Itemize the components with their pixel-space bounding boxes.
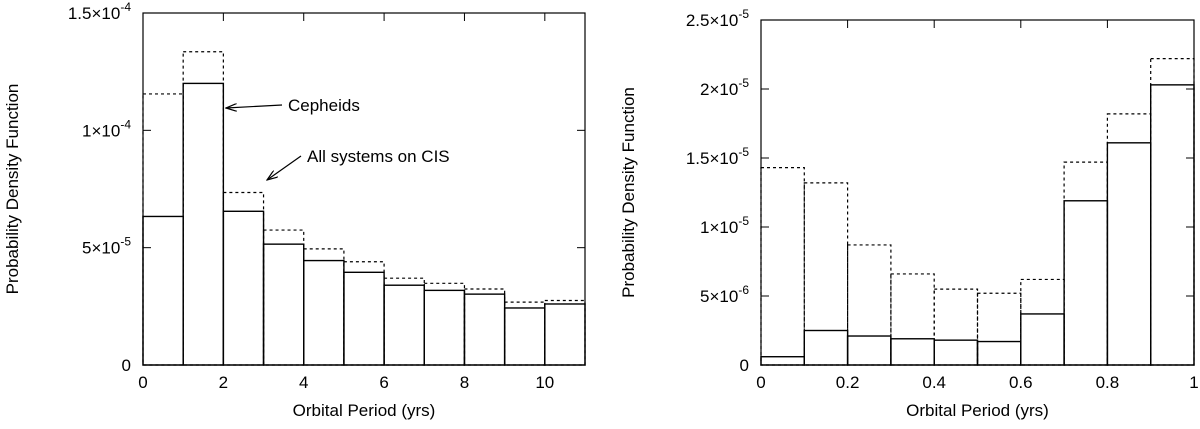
histogram-bar xyxy=(933,288,979,366)
histogram-bar xyxy=(1063,200,1109,366)
x-tick-label: 1 xyxy=(1189,373,1198,392)
y-tick-label: 1.5×10-4 xyxy=(68,0,131,23)
histogram-bar xyxy=(760,167,805,366)
histogram-bar xyxy=(303,259,345,366)
histogram-bar xyxy=(504,301,546,366)
y-tick-label: 5×10-6 xyxy=(700,283,749,306)
histogram-bar xyxy=(303,248,345,366)
histogram-bar xyxy=(222,191,265,366)
histogram-bar xyxy=(383,284,425,366)
histogram-bar xyxy=(222,210,265,366)
histogram-bar xyxy=(933,339,979,366)
annotation-label: Cepheids xyxy=(288,96,360,115)
y-tick-label: 5×10-5 xyxy=(82,235,131,258)
histogram-bar xyxy=(1150,58,1195,366)
histogram-bar xyxy=(846,244,892,366)
histogram-bar xyxy=(503,307,546,366)
histogram-bar xyxy=(846,335,892,366)
histogram-bar xyxy=(1063,161,1108,366)
y-tick-label: 1.5×10-5 xyxy=(686,145,749,168)
x-tick-label: 0.2 xyxy=(836,373,860,392)
annotation-arrow xyxy=(267,155,302,180)
x-axis-label: Orbital Period (yrs) xyxy=(293,401,436,420)
y-tick-label: 1×10-4 xyxy=(82,117,131,140)
y-axis-label: Probability Density Function xyxy=(3,84,22,295)
series-all-systems-on-cis xyxy=(760,58,1195,366)
y-tick-label: 0 xyxy=(740,356,749,375)
histogram-bar xyxy=(463,293,506,366)
x-tick-label: 0.6 xyxy=(1009,373,1033,392)
histogram-bar xyxy=(1106,113,1152,366)
x-tick-label: 4 xyxy=(299,373,308,392)
histogram-bar xyxy=(976,292,1022,366)
histogram-bar xyxy=(1020,313,1065,366)
y-tick-label: 2×10-5 xyxy=(700,76,749,99)
x-tick-label: 0 xyxy=(756,373,765,392)
x-tick-label: 0.4 xyxy=(922,373,946,392)
right-histogram-panel: 0 0.2 0.4 0.6 0.8 1 0 5×10-6 1×10-5 1.5×10-5 2×10-… xyxy=(619,7,1199,420)
histogram-bar xyxy=(890,338,935,366)
y-axis-label: Probability Density Function xyxy=(619,87,638,298)
left-histogram-panel: 0 2 4 6 8 10 0 5×10-5 1×10-4 1.5×10-4 Orbital Peri… xyxy=(3,0,586,420)
histogram-bar xyxy=(803,182,849,366)
x-tick-label: 8 xyxy=(460,373,469,392)
histogram-bar xyxy=(142,93,184,366)
histogram-bar xyxy=(803,329,849,366)
histogram-bar xyxy=(760,356,805,366)
histogram-bar xyxy=(343,261,385,366)
histogram-bar xyxy=(182,51,224,366)
histogram-bar xyxy=(1020,278,1065,366)
histogram-bar xyxy=(262,229,305,366)
x-tick-label: 6 xyxy=(379,373,388,392)
x-tick-label: 0.8 xyxy=(1096,373,1120,392)
y-tick-label: 2.5×10-5 xyxy=(686,7,749,30)
x-tick-label: 2 xyxy=(219,373,228,392)
x-axis-label: Orbital Period (yrs) xyxy=(906,401,1049,420)
histogram-bar xyxy=(343,271,385,366)
plot-frame xyxy=(142,12,586,366)
x-tick-label: 0 xyxy=(138,373,147,392)
series-all-systems-on-cis xyxy=(142,51,586,366)
histogram-bar xyxy=(890,273,935,366)
histogram-bar xyxy=(544,299,586,366)
plot-frame xyxy=(760,19,1195,366)
annotation-label: All systems on CIS xyxy=(307,147,450,166)
histogram-bar xyxy=(262,243,305,366)
histogram-bar xyxy=(544,303,586,366)
y-tick-label: 1×10-5 xyxy=(700,214,749,237)
histogram-bar xyxy=(182,82,225,366)
histogram-bar xyxy=(142,215,184,366)
y-tick-label: 0 xyxy=(122,356,131,375)
histogram-bar xyxy=(383,277,425,366)
histogram-bar xyxy=(423,282,466,366)
annotation-arrow xyxy=(226,105,283,108)
histogram-bar xyxy=(976,340,1022,366)
x-tick-label: 10 xyxy=(535,373,554,392)
histogram-bar xyxy=(463,288,506,366)
histogram-bar xyxy=(1106,142,1152,366)
series-cepheids xyxy=(142,82,586,366)
histogram-bar xyxy=(423,289,466,366)
histogram-bar xyxy=(1149,84,1195,366)
